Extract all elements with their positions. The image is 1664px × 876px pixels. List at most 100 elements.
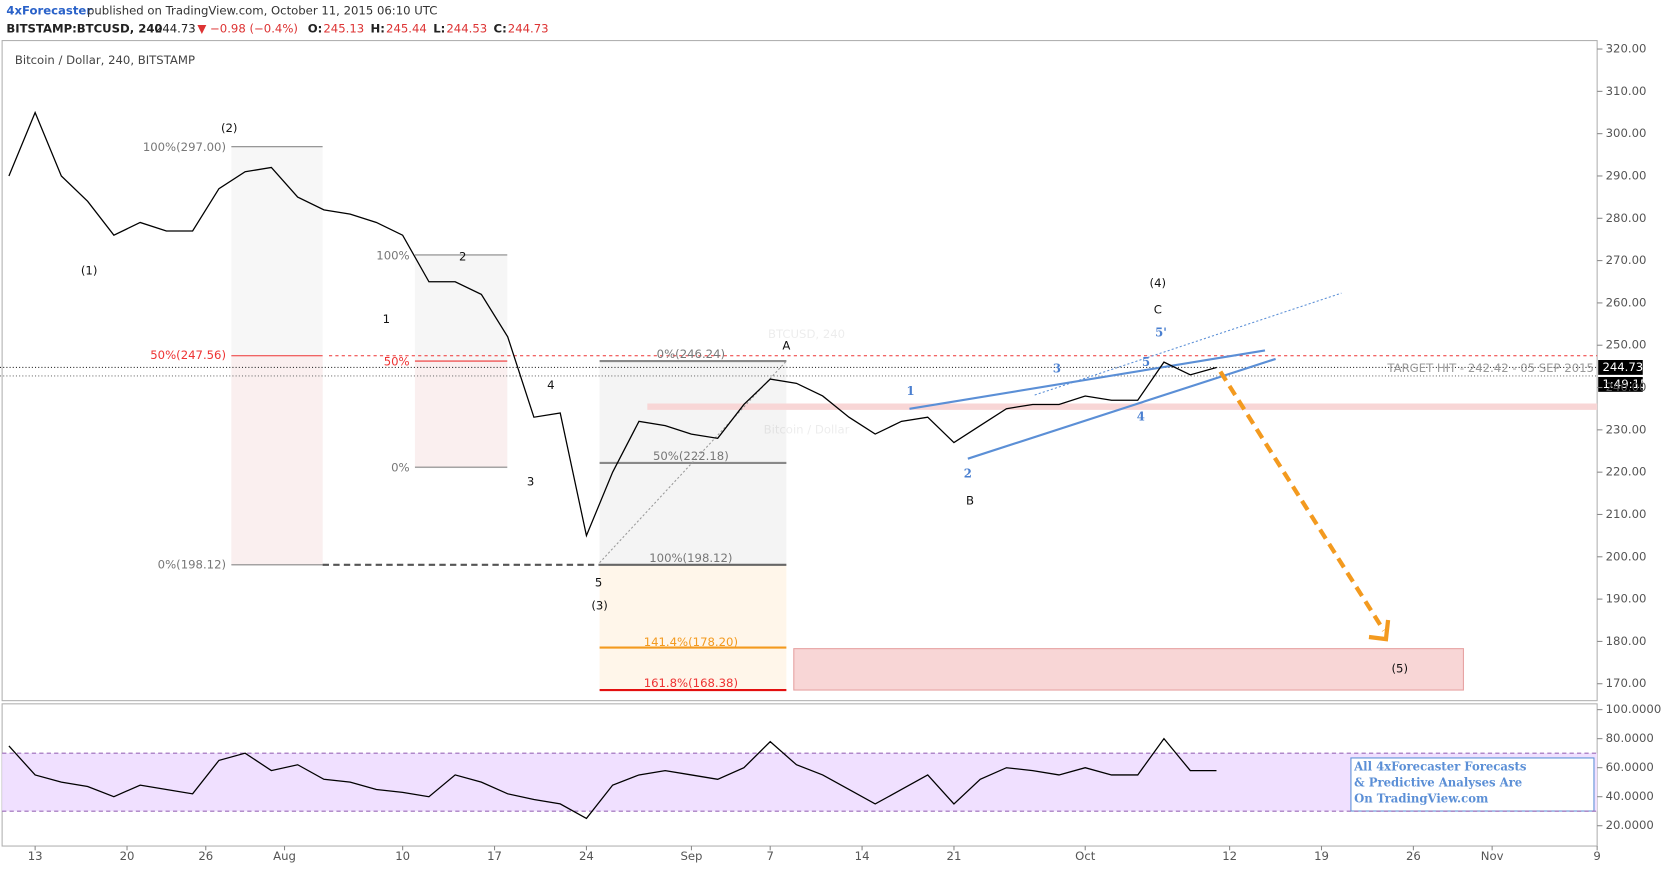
annotation: 141.4%(178.20) [644, 635, 738, 649]
y-tick-label: 210.00 [1606, 507, 1647, 521]
x-tick-label: 26 [1406, 849, 1421, 863]
x-tick-label: 19 [1314, 849, 1329, 863]
last-price-tag [1598, 360, 1643, 375]
annotation: 0%(198.12) [158, 557, 226, 571]
wedge-line [909, 349, 1266, 410]
y-tick-label: 230.00 [1606, 422, 1647, 436]
annotation: (4) [1150, 276, 1167, 290]
annotation: 2 [964, 467, 972, 481]
y-tick-label: 320.00 [1606, 42, 1647, 56]
y-tick-label: 60.0000 [1606, 760, 1654, 774]
rsi-band [2, 753, 1598, 812]
annotation: 0%(246.24) [657, 347, 725, 361]
x-tick-label: 13 [28, 849, 43, 863]
annotation: 1 [383, 312, 390, 326]
x-tick-label: 10 [395, 849, 410, 863]
x-tick-label: 9 [1593, 849, 1600, 863]
annotation: 4 [547, 378, 554, 392]
y-tick-label: 300.00 [1606, 126, 1647, 140]
y-tick-label: 310.00 [1606, 84, 1647, 98]
promo-text: & Predictive Analyses Are [1354, 775, 1522, 789]
x-tick-label: 17 [487, 849, 502, 863]
ohlc-label: H: [371, 21, 385, 35]
y-tick-label: 280.00 [1606, 211, 1647, 225]
series-line [8, 737, 1217, 820]
annotation: (5) [1391, 661, 1408, 675]
annotation: A [782, 339, 790, 353]
annotation: 1 [906, 384, 914, 398]
y-tick-label: 190.00 [1606, 592, 1647, 606]
x-tick-label: Oct [1075, 849, 1096, 863]
ohlc-value: 244.73 [508, 21, 549, 35]
y-tick-label: 270.00 [1606, 253, 1647, 267]
ohlc-label: O: [308, 21, 323, 35]
y-tick-label: 40.0000 [1606, 789, 1654, 803]
target-zone [793, 648, 1464, 691]
y-tick-label: 170.00 [1606, 676, 1647, 690]
countdown: 1:49:15 [1602, 377, 1647, 391]
annotation: 161.8%(168.38) [644, 676, 738, 690]
x-tick-label: 12 [1222, 849, 1237, 863]
countdown-tag [1598, 376, 1643, 392]
watermark: BTCUSD, 240 [768, 327, 845, 341]
target-text: TARGET HIT - 242.42 - 05 SEP 2015 [1386, 361, 1594, 375]
last-price-label: 244.73 [1602, 360, 1643, 374]
y-tick-label: 220.00 [1606, 465, 1647, 479]
y-tick-label: 80.0000 [1606, 731, 1654, 745]
annotation: 5 [595, 575, 602, 589]
y-tick-label: 250.00 [1606, 338, 1647, 352]
fib-trend [599, 360, 787, 564]
annotation: 50%(247.56) [150, 348, 226, 362]
y-tick-label: 260.00 [1606, 295, 1647, 309]
x-tick-label: 20 [120, 849, 135, 863]
last: 244.73 [155, 21, 196, 35]
price-pane [1, 40, 1598, 702]
promo-text: All 4xForecaster Forecasts [1353, 760, 1527, 774]
ohlc-value: 244.53 [446, 21, 487, 35]
ohlc-label: L: [433, 21, 445, 35]
y-tick-label: 180.00 [1606, 634, 1647, 648]
symbol: BITSTAMP:BTCUSD, 240 [6, 21, 162, 35]
published: published on TradingView.com, October 11… [87, 3, 437, 17]
x-tick-label: 24 [579, 849, 594, 863]
y-tick-label: 200.00 [1606, 549, 1647, 563]
series-line [8, 110, 1217, 538]
x-tick-label: Nov [1481, 849, 1504, 863]
annotation: (3) [591, 599, 608, 613]
promo-box [1350, 757, 1595, 812]
fib-zone [231, 355, 323, 565]
y-tick-label: 100.0000 [1606, 702, 1662, 716]
author[interactable]: 4xForecaster [6, 3, 92, 17]
x-tick-label: Sep [680, 849, 702, 863]
annotation: 100%(198.12) [649, 551, 732, 565]
annotation: 4 [1137, 409, 1145, 423]
x-tick-label: 21 [947, 849, 962, 863]
x-tick-label: 14 [855, 849, 870, 863]
annotation: B [966, 494, 974, 508]
annotation: (1) [81, 263, 98, 277]
ohlc-value: 245.44 [386, 21, 427, 35]
y-tick-label: 290.00 [1606, 168, 1647, 182]
annotation: 5 [1142, 355, 1150, 369]
annotation: 50% [384, 355, 410, 369]
ohlc-label: C: [494, 21, 507, 35]
wedge-line [1034, 292, 1342, 396]
x-tick-label: 7 [766, 849, 773, 863]
annotation: 3 [527, 475, 534, 489]
annotation: 100%(297.00) [143, 140, 226, 154]
fib-zone [599, 564, 787, 691]
annotation: 0% [391, 461, 410, 475]
annotation: 5' [1155, 325, 1167, 339]
x-tick-label: Aug [273, 849, 296, 863]
x-tick-label: 26 [198, 849, 213, 863]
annotation: (2) [221, 121, 238, 135]
annotation: 50%(222.18) [653, 449, 729, 463]
annotation: 2 [459, 250, 466, 264]
resistance-zone [647, 403, 1598, 410]
fib-zone [414, 361, 508, 468]
annotation: 100% [376, 249, 409, 263]
pane-title: Bitcoin / Dollar, 240, BITSTAMP [15, 53, 195, 67]
promo-text: On TradingView.com [1354, 791, 1489, 805]
